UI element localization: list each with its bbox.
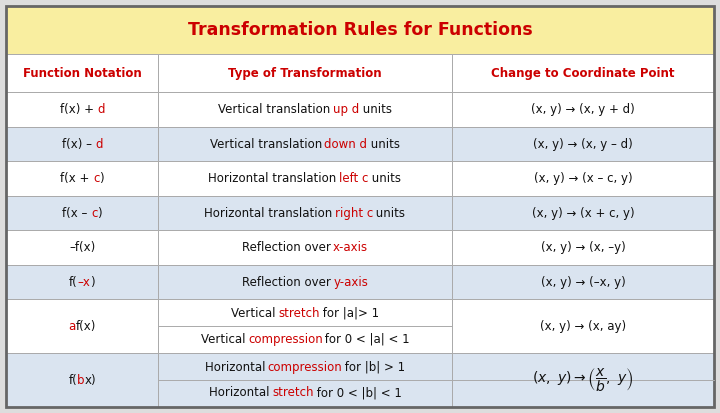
Text: Vertical: Vertical — [231, 307, 279, 320]
Bar — [6, 353, 158, 407]
Text: d: d — [95, 138, 102, 150]
Text: (x, y) → (x + c, y): (x, y) → (x + c, y) — [531, 206, 634, 220]
Text: d: d — [97, 103, 104, 116]
Bar — [452, 55, 714, 92]
Bar — [452, 299, 714, 353]
Text: x): x) — [84, 374, 96, 387]
Text: c: c — [91, 206, 97, 220]
Text: Horizontal: Horizontal — [209, 387, 273, 399]
Text: Reflection over: Reflection over — [241, 241, 334, 254]
Bar — [158, 161, 452, 196]
Bar — [6, 161, 158, 196]
Text: y-axis: y-axis — [333, 275, 368, 289]
Bar — [158, 299, 452, 353]
Bar — [452, 196, 714, 230]
Text: for 0 < |a| < 1: for 0 < |a| < 1 — [321, 332, 410, 346]
Text: units: units — [372, 206, 405, 220]
Text: $(x,\ y) \rightarrow \left(\dfrac{x}{b},\ y\right)$: $(x,\ y) \rightarrow \left(\dfrac{x}{b},… — [532, 366, 634, 394]
Text: (x, y) → (x, y – d): (x, y) → (x, y – d) — [533, 138, 633, 150]
Text: b: b — [77, 374, 84, 387]
Text: stretch: stretch — [272, 387, 314, 399]
Bar — [452, 230, 714, 265]
Text: Transformation Rules for Functions: Transformation Rules for Functions — [188, 21, 532, 39]
Text: Vertical translation: Vertical translation — [210, 138, 325, 150]
Bar — [6, 265, 158, 299]
Text: ): ) — [91, 275, 95, 289]
Bar — [6, 196, 158, 230]
Text: compression: compression — [268, 361, 343, 374]
Text: Vertical translation: Vertical translation — [218, 103, 334, 116]
Text: units: units — [368, 172, 401, 185]
Text: Horizontal: Horizontal — [204, 361, 269, 374]
Text: right c: right c — [335, 206, 373, 220]
Text: Reflection over: Reflection over — [242, 275, 334, 289]
Bar — [6, 55, 158, 92]
Text: Type of Transformation: Type of Transformation — [228, 67, 382, 80]
Text: Horizontal translation: Horizontal translation — [204, 206, 336, 220]
Text: ): ) — [97, 206, 102, 220]
Text: Vertical: Vertical — [201, 332, 249, 346]
Text: ): ) — [99, 172, 104, 185]
Text: for |a|> 1: for |a|> 1 — [319, 307, 379, 320]
Text: up d: up d — [333, 103, 359, 116]
Text: f(: f( — [69, 275, 78, 289]
Bar — [158, 55, 452, 92]
Bar — [6, 127, 158, 161]
Text: Change to Coordinate Point: Change to Coordinate Point — [491, 67, 675, 80]
Text: for 0 < |b| < 1: for 0 < |b| < 1 — [312, 387, 402, 399]
Text: x-axis: x-axis — [333, 241, 368, 254]
Text: f(: f( — [68, 374, 77, 387]
Text: f(x) –: f(x) – — [61, 138, 95, 150]
Text: f(x –: f(x – — [62, 206, 91, 220]
Bar — [158, 92, 452, 127]
Bar — [452, 353, 714, 407]
Bar — [452, 127, 714, 161]
Text: down d: down d — [325, 138, 367, 150]
Text: (x, y) → (x, y + d): (x, y) → (x, y + d) — [531, 103, 635, 116]
Bar — [158, 353, 452, 407]
Text: f(x): f(x) — [76, 320, 96, 333]
Bar — [158, 196, 452, 230]
Bar — [452, 161, 714, 196]
Text: units: units — [359, 103, 392, 116]
Text: (x, y) → (x – c, y): (x, y) → (x – c, y) — [534, 172, 632, 185]
Bar — [158, 127, 452, 161]
Text: (x, y) → (–x, y): (x, y) → (–x, y) — [541, 275, 626, 289]
Text: stretch: stretch — [279, 307, 320, 320]
Bar — [452, 92, 714, 127]
Bar — [158, 230, 452, 265]
Bar — [6, 92, 158, 127]
Text: (x, y) → (x, –y): (x, y) → (x, –y) — [541, 241, 626, 254]
Bar — [158, 265, 452, 299]
Text: units: units — [366, 138, 400, 150]
Bar — [6, 299, 158, 353]
Text: –f(x): –f(x) — [69, 241, 95, 254]
Text: for |b| > 1: for |b| > 1 — [341, 361, 405, 374]
Bar — [6, 6, 714, 55]
Text: left c: left c — [339, 172, 369, 185]
Text: Horizontal translation: Horizontal translation — [209, 172, 341, 185]
Text: Function Notation: Function Notation — [23, 67, 142, 80]
Bar — [6, 230, 158, 265]
Text: f(x) +: f(x) + — [60, 103, 97, 116]
Text: f(x +: f(x + — [60, 172, 94, 185]
Text: a: a — [68, 320, 76, 333]
Text: –x: –x — [78, 275, 91, 289]
Text: c: c — [93, 172, 99, 185]
Text: compression: compression — [248, 332, 323, 346]
Bar — [452, 265, 714, 299]
Text: (x, y) → (x, ay): (x, y) → (x, ay) — [540, 320, 626, 333]
